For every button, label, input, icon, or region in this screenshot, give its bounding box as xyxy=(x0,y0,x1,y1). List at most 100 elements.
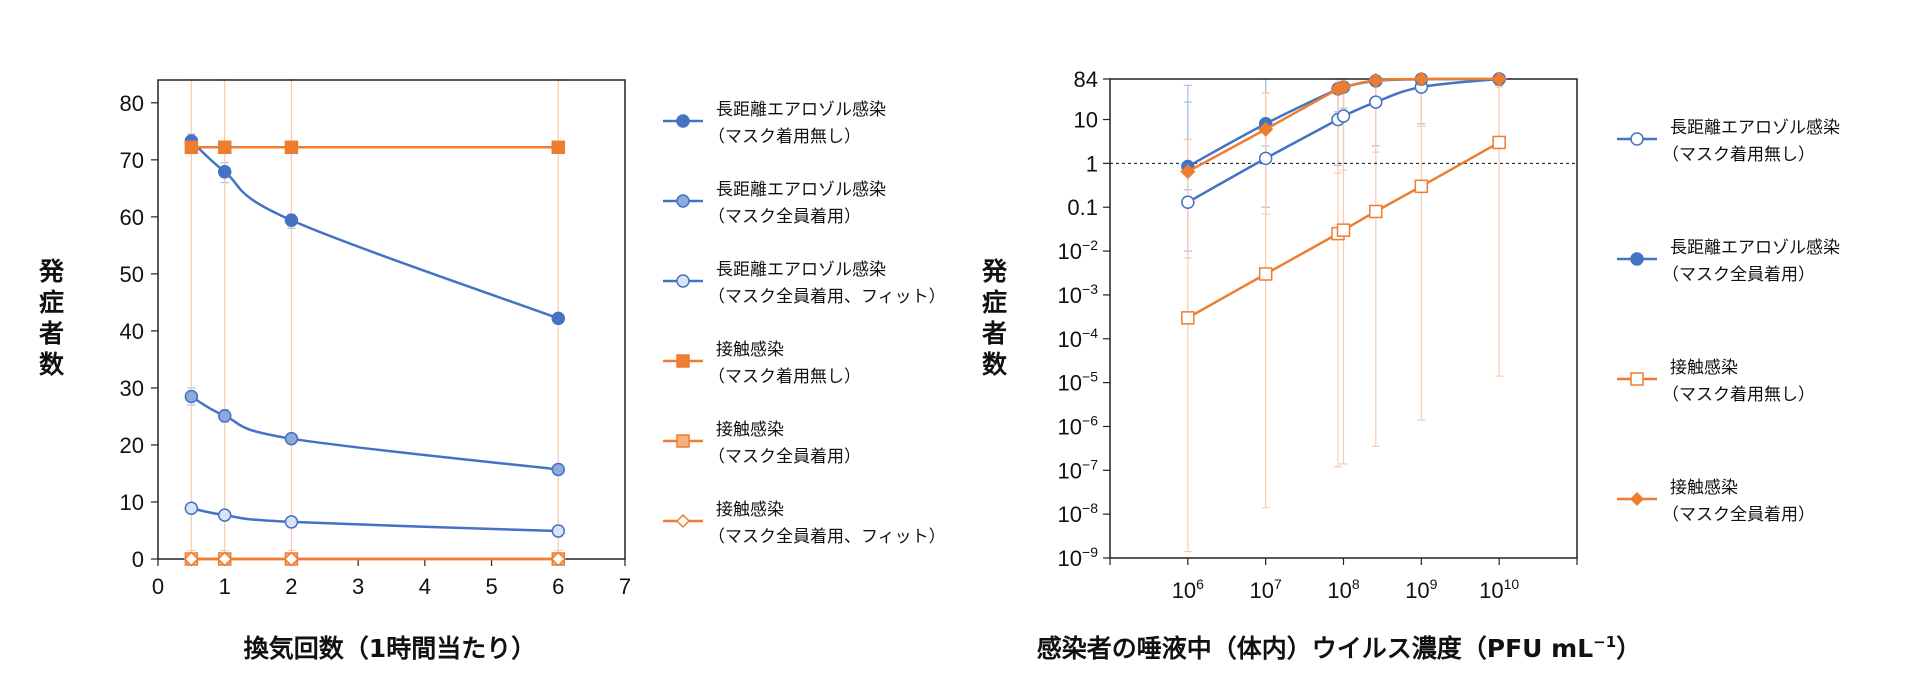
data-point xyxy=(1336,223,1351,237)
y-tick-label: 40 xyxy=(120,319,144,344)
data-point xyxy=(1258,121,1274,137)
y-tick-label: 10−6 xyxy=(1058,412,1099,439)
legend-label-sub: （マスク着用無し） xyxy=(1662,385,1815,405)
legend-label-sub: （マスク全員着用） xyxy=(708,207,861,227)
legend-label-sub: （マスク全員着用） xyxy=(708,447,861,467)
x-tick-label: 1010 xyxy=(1479,576,1519,603)
x-tick-label: 5 xyxy=(485,574,497,599)
legend-label: 接触感染 xyxy=(1670,358,1738,378)
y-tick-base: 10 xyxy=(1058,239,1082,264)
x-tick-exponent: 6 xyxy=(1196,576,1204,592)
plot-frame xyxy=(1109,78,1578,559)
legend-label: 長距離エアロゾル感染 xyxy=(1670,118,1840,138)
y-tick-base: 10 xyxy=(1074,108,1098,133)
y-tick-exponent: −7 xyxy=(1082,456,1098,472)
data-point xyxy=(284,140,299,155)
x-tick-label: 107 xyxy=(1250,576,1282,603)
x-tick-label: 108 xyxy=(1327,576,1359,603)
y-tick-label: 80 xyxy=(120,91,144,116)
y-tick-label: 20 xyxy=(120,433,144,458)
x-tick-exponent: 8 xyxy=(1352,576,1360,592)
y-tick-label: 70 xyxy=(120,148,144,173)
x-tick-exponent: 9 xyxy=(1430,576,1438,592)
y-tick-label: 10−4 xyxy=(1058,325,1099,352)
data-point xyxy=(184,501,199,515)
x-tick-base: 10 xyxy=(1405,578,1429,603)
data-point xyxy=(284,431,299,446)
y-tick-base: 0.1 xyxy=(1067,195,1098,220)
legend-label: 接触感染 xyxy=(716,340,784,360)
x-tick-label: 0 xyxy=(152,574,164,599)
legend-label-sub: （マスク着用無し） xyxy=(1662,145,1815,165)
data-point xyxy=(1258,267,1273,281)
data-point xyxy=(217,140,232,155)
data-point xyxy=(1630,132,1644,146)
y-tick-base: 10 xyxy=(1058,414,1082,439)
y-axis-title: 発症者数 xyxy=(36,258,66,382)
data-point xyxy=(1368,72,1384,88)
data-point xyxy=(1181,311,1195,325)
y-tick-exponent: −4 xyxy=(1082,325,1098,341)
y-tick-label: 1 xyxy=(1086,151,1098,176)
x-axis-title-end: ） xyxy=(1616,634,1641,663)
data-point xyxy=(1629,491,1645,507)
y-tick-label: 0 xyxy=(132,547,144,572)
y-axis-title: 発症者数 xyxy=(979,258,1009,382)
legend-label-sub: （マスク全員着用、フィット） xyxy=(708,527,946,547)
y-tick-label: 10 xyxy=(1074,108,1098,133)
x-tick-label: 2 xyxy=(285,574,297,599)
x-tick-base: 10 xyxy=(1327,578,1351,603)
y-tick-label: 0.1 xyxy=(1067,195,1098,220)
series-line xyxy=(190,140,559,320)
x-axis-title: 感染者の唾液中（体内）ウイルス濃度（PFU mL−1） xyxy=(1037,633,1641,663)
data-point xyxy=(1369,204,1383,219)
legend-label: 接触感染 xyxy=(1670,478,1738,498)
data-point xyxy=(676,274,690,288)
x-tick-base: 10 xyxy=(1479,578,1503,603)
y-tick-exponent: −5 xyxy=(1082,369,1098,385)
data-point xyxy=(283,551,299,567)
data-point xyxy=(1335,79,1352,95)
data-point xyxy=(284,213,299,228)
data-point xyxy=(1630,252,1644,266)
data-point xyxy=(1258,151,1273,166)
series-line xyxy=(190,395,559,471)
x-tick-label: 6 xyxy=(552,574,564,599)
y-tick-label: 10−2 xyxy=(1058,237,1099,264)
legend-label-sub: （マスク全員着用） xyxy=(1662,505,1815,525)
legend-label: 接触感染 xyxy=(716,420,784,440)
y-tick-label: 50 xyxy=(120,262,144,287)
legend-label-sub: （マスク着用無し） xyxy=(708,127,861,147)
y-tick-base: 1 xyxy=(1086,151,1098,176)
data-point xyxy=(1491,71,1507,87)
y-tick-label: 10−8 xyxy=(1058,500,1099,527)
data-point xyxy=(551,524,566,538)
x-axis-title-exponent: −1 xyxy=(1593,633,1616,651)
x-tick-exponent: 7 xyxy=(1274,576,1282,592)
data-point xyxy=(1369,95,1383,109)
y-tick-label: 10 xyxy=(120,490,144,515)
data-point xyxy=(217,551,233,567)
y-tick-base: 10 xyxy=(1058,546,1082,571)
y-tick-label: 10−9 xyxy=(1058,544,1099,571)
y-tick-base: 10 xyxy=(1058,327,1082,352)
x-tick-label: 3 xyxy=(352,574,364,599)
data-point xyxy=(217,508,232,522)
legend-label-sub: （マスク着用無し） xyxy=(708,367,861,387)
data-point xyxy=(551,462,566,477)
data-point xyxy=(675,513,691,529)
data-point xyxy=(551,311,566,326)
y-tick-exponent: −8 xyxy=(1082,500,1098,516)
data-point xyxy=(1181,195,1195,209)
legend-label: 長距離エアロゾル感染 xyxy=(716,180,886,200)
y-tick-label: 30 xyxy=(120,376,144,401)
data-point xyxy=(217,409,232,423)
legend-label-sub: （マスク全員着用、フィット） xyxy=(708,287,946,307)
data-point xyxy=(1336,109,1351,123)
legend-label-sub: （マスク全員着用） xyxy=(1662,265,1815,285)
x-tick-label: 109 xyxy=(1405,576,1437,603)
x-tick-exponent: 10 xyxy=(1504,576,1520,592)
y-tick-exponent: −3 xyxy=(1082,281,1098,297)
legend-label: 長距離エアロゾル感染 xyxy=(716,260,886,280)
